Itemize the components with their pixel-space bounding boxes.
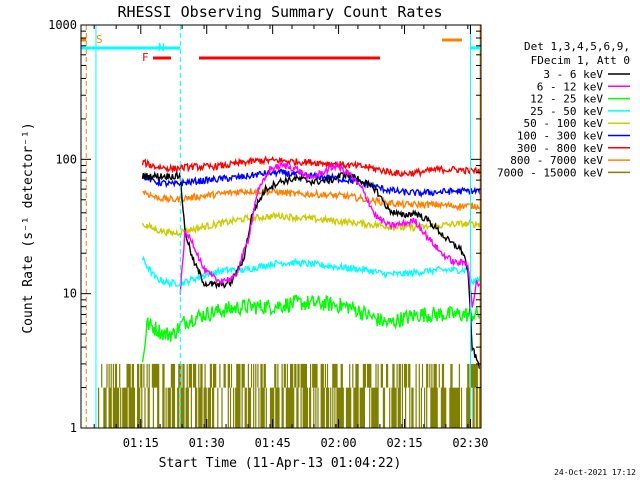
axes: 1 10 100 1000 01:15 01:30 01:45 02:00 02:15 02:30 <box>48 18 488 450</box>
series-25-50kev <box>141 255 481 289</box>
series-12-25kev <box>141 294 481 363</box>
legend-entry-label: 6 - 12 keV <box>537 80 604 93</box>
series-7000-15000-kev-band <box>98 363 482 428</box>
timestamp: 24-Oct-2021 17:12 <box>554 468 636 477</box>
plot-area: S NF <box>81 25 482 428</box>
y-tick-label: 10 <box>63 287 77 301</box>
x-tick-label: 01:15 <box>123 436 159 450</box>
y-axis-label: Count Rate (s⁻¹ detector⁻¹) <box>21 122 36 333</box>
legend-entry-label: 100 - 300 keV <box>517 130 603 143</box>
series-800-7000kev <box>142 186 481 212</box>
y-tick-label: 1000 <box>48 18 77 32</box>
x-tick-label: 02:30 <box>452 436 488 450</box>
chart-title: RHESSI Observing Summary Count Rates <box>117 3 442 21</box>
annotation-f: F <box>142 51 149 64</box>
y-tick-label: 100 <box>55 152 77 166</box>
series-50-100kev <box>141 210 481 237</box>
legend-entry-label: 7000 - 15000 keV <box>497 166 603 179</box>
legend-entry-label: 12 - 25 keV <box>530 93 603 106</box>
annotation-s: S <box>96 33 103 46</box>
x-tick-label: 01:45 <box>255 436 291 450</box>
legend-header-line-2: FDecim 1, Att 0 <box>531 54 630 67</box>
series-100-300kev <box>141 168 481 199</box>
x-tick-label: 02:00 <box>321 436 357 450</box>
legend-entry-label: 50 - 100 keV <box>524 117 604 130</box>
annotation-n: N <box>158 41 165 54</box>
series-7000-15000-kev <box>98 363 482 428</box>
x-tick-label: 02:15 <box>386 436 422 450</box>
legend-entry-label: 800 - 7000 keV <box>510 154 603 167</box>
legend-entry-label: 25 - 50 keV <box>530 105 603 118</box>
series-6-12kev <box>179 160 481 308</box>
y-tick-label: 1 <box>70 421 77 435</box>
series-300-800kev <box>141 155 481 179</box>
series-3-6kev <box>141 169 481 370</box>
legend-header-line-1: Det 1,3,4,5,6,9, <box>524 40 630 53</box>
x-tick-label: 01:30 <box>189 436 225 450</box>
legend-entry-label: 3 - 6 keV <box>543 68 603 81</box>
x-axis-label: Start Time (11-Apr-13 01:04:22) <box>159 456 402 471</box>
legend-entry-label: 300 - 800 keV <box>517 142 603 155</box>
plot-frame <box>80 24 482 429</box>
legend: Det 1,3,4,5,6,9, FDecim 1, Att 0 3 - 6 k… <box>497 40 630 179</box>
